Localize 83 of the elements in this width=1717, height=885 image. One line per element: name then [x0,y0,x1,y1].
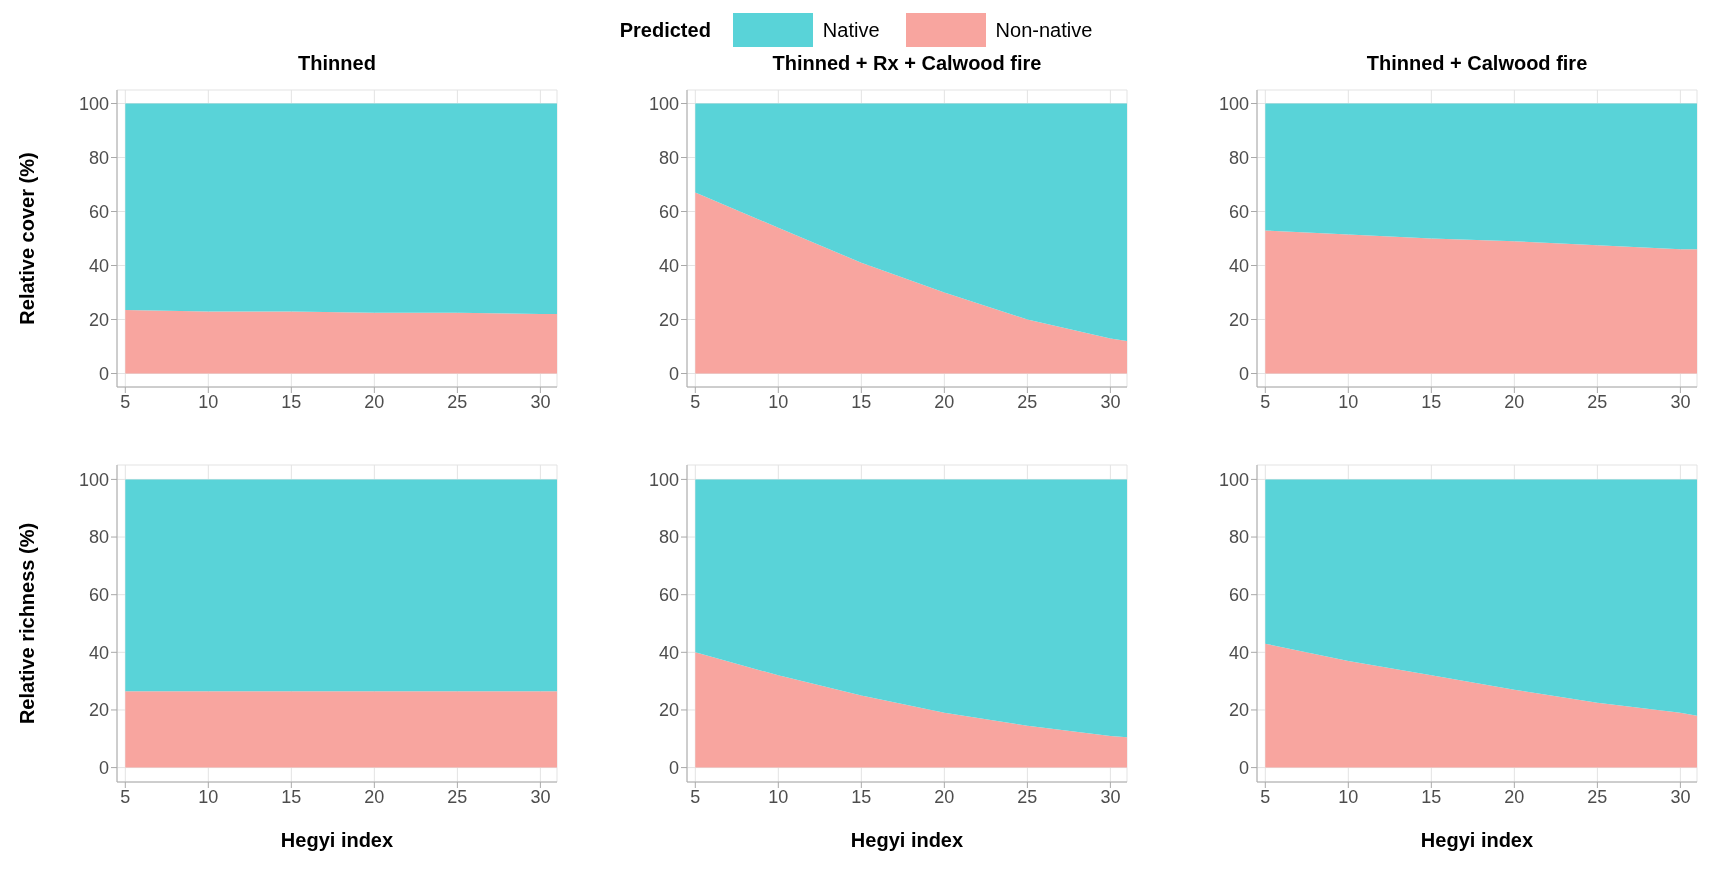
x-tick-label: 20 [934,391,955,412]
y-tick-label: 100 [648,469,679,490]
y-axis-title: Relative cover (%) [16,152,39,325]
x-tick-label: 25 [1587,786,1608,807]
y-tick-label: 80 [658,527,679,548]
x-tick-label: 5 [120,391,131,412]
chart-title: Thinned + Calwood fire [1365,52,1589,76]
x-tick-label: 10 [768,786,789,807]
y-tick-label: 0 [98,757,109,778]
y-tick-label: 100 [1218,93,1249,114]
y-tick-label: 40 [1228,642,1249,663]
y-tick-label: 40 [88,642,109,663]
x-tick-label: 30 [1670,786,1691,807]
y-tick-label: 60 [1228,585,1249,606]
x-tick-label: 10 [198,391,219,412]
y-tick-label: 100 [78,469,109,490]
x-tick-label: 25 [1587,391,1608,412]
y-tick-label: 20 [1228,309,1249,330]
y-tick-label: 80 [658,147,679,168]
y-tick-label: 60 [88,585,109,606]
x-axis-title: Hegyi index [280,829,394,851]
x-tick-label: 15 [851,391,872,412]
y-tick-label: 80 [1228,527,1249,548]
x-tick-label: 15 [851,786,872,807]
y-tick-label: 40 [658,255,679,276]
x-tick-label: 5 [1260,786,1271,807]
y-tick-label: 60 [88,201,109,222]
x-tick-label: 15 [1421,391,1442,412]
y-tick-label: 80 [88,147,109,168]
y-axis-title: Relative richness (%) [16,522,39,725]
y-tick-label: 80 [1228,147,1249,168]
legend-label: Non-native [995,18,1093,42]
y-tick-label: 20 [88,309,109,330]
x-tick-label: 20 [364,391,385,412]
x-tick-label: 30 [1670,391,1691,412]
chart-title: Thinned + Rx + Calwood fire [771,52,1043,76]
x-tick-label: 10 [768,391,789,412]
x-tick-label: 10 [1338,391,1359,412]
y-tick-label: 100 [78,93,109,114]
x-tick-label: 25 [447,391,468,412]
y-tick-label: 20 [88,700,109,721]
x-tick-label: 20 [934,786,955,807]
y-tick-label: 0 [668,757,679,778]
x-tick-label: 15 [281,391,302,412]
x-tick-label: 5 [1260,391,1271,412]
x-tick-label: 15 [281,786,302,807]
legend-title: Predicted [619,18,711,42]
x-tick-label: 20 [364,786,385,807]
y-tick-label: 20 [658,309,679,330]
y-tick-label: 100 [1218,469,1249,490]
y-tick-label: 100 [648,93,679,114]
y-tick-label: 60 [658,585,679,606]
y-tick-label: 40 [1228,255,1249,276]
y-tick-label: 0 [1238,363,1249,384]
x-tick-label: 20 [1504,391,1525,412]
x-tick-label: 25 [1017,391,1038,412]
y-tick-label: 20 [1228,700,1249,721]
y-tick-label: 60 [1228,201,1249,222]
x-tick-label: 5 [690,786,701,807]
y-tick-label: 0 [1238,757,1249,778]
x-tick-label: 15 [1421,786,1442,807]
y-tick-label: 80 [88,527,109,548]
x-tick-label: 5 [120,786,131,807]
chart-title: Thinned [297,52,377,76]
y-tick-label: 60 [658,201,679,222]
y-tick-label: 40 [658,642,679,663]
x-tick-label: 30 [1100,786,1121,807]
x-tick-label: 10 [198,786,219,807]
x-tick-label: 30 [530,786,551,807]
y-tick-label: 0 [98,363,109,384]
x-tick-label: 20 [1504,786,1525,807]
x-tick-label: 10 [1338,786,1359,807]
x-tick-label: 25 [1017,786,1038,807]
x-tick-label: 5 [690,391,701,412]
x-tick-label: 30 [530,391,551,412]
legend-label: Native [822,18,880,42]
y-tick-label: 0 [668,363,679,384]
x-axis-title: Hegyi index [1420,829,1534,851]
x-tick-label: 30 [1100,391,1121,412]
y-tick-label: 40 [88,255,109,276]
y-tick-label: 20 [658,700,679,721]
x-axis-title: Hegyi index [850,829,964,851]
x-tick-label: 25 [447,786,468,807]
